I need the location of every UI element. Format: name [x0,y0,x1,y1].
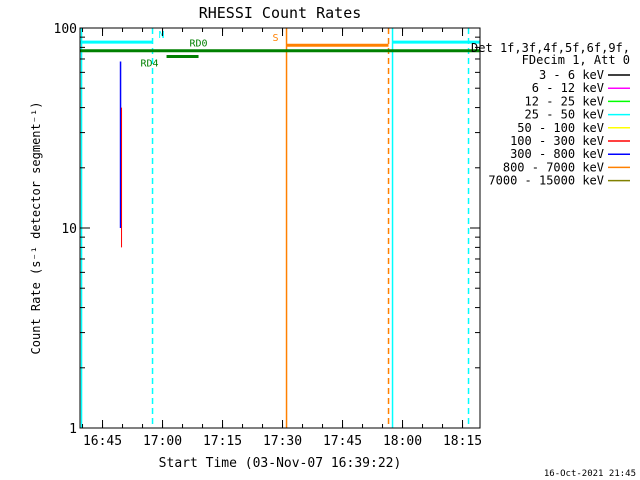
x-tick-label: 17:15 [203,434,242,449]
plot-frame [79,27,481,429]
legend-entry-label: 50 - 100 keV [517,121,604,135]
flag-bars-layer: N S RD0 RD4 [80,30,480,70]
legend-header-line: FDecim 1, Att 0 [522,53,630,67]
legend-entry-label: 12 - 25 keV [525,94,604,108]
legend-entry-label: 25 - 50 keV [525,108,604,122]
x-tick-label: 18:15 [443,434,482,449]
x-tick-label: 17:30 [263,434,302,449]
flag-label: RD0 [190,39,208,50]
flag-label: RD4 [140,59,158,70]
chart-title: RHESSI Count Rates [199,4,362,22]
footer-timestamp: 16-Oct-2021 21:45 [544,469,636,479]
y-axis-label: Count Rate (s⁻¹ detector segment⁻¹) [29,102,43,355]
flag-label: N [159,30,165,41]
legend-entry-label: 6 - 12 keV [532,81,604,95]
y-tick-label: 1 [69,422,77,437]
flag-label: S [273,33,279,44]
y-tick-label: 100 [54,22,77,37]
legend-entry-label: 100 - 300 keV [510,134,604,148]
x-tick-label: 17:00 [143,434,182,449]
legend: Det 1f,3f,4f,5f,6f,9f, FDecim 1, Att 0 3… [471,41,630,188]
legend-entry-label: 300 - 800 keV [510,147,604,161]
legend-entry-label: 3 - 6 keV [539,68,604,82]
x-tick-label: 16:45 [83,434,122,449]
x-axis-label: Start Time (03-Nov-07 16:39:22) [159,456,402,471]
markers-layer [80,28,470,428]
x-tick-label: 18:00 [383,434,422,449]
series-layer [121,61,123,248]
legend-header-line: Det 1f,3f,4f,5f,6f,9f, [471,41,630,55]
axes-layer: 1 10 100 16:45 17:00 17:15 17:30 17:45 18:00 18:1… [54,22,483,449]
legend-entry-label: 800 - 7000 keV [503,160,604,174]
legend-entry-label: 7000 - 15000 keV [488,174,604,188]
x-tick-label: 17:45 [323,434,362,449]
y-tick-label: 10 [61,222,77,237]
